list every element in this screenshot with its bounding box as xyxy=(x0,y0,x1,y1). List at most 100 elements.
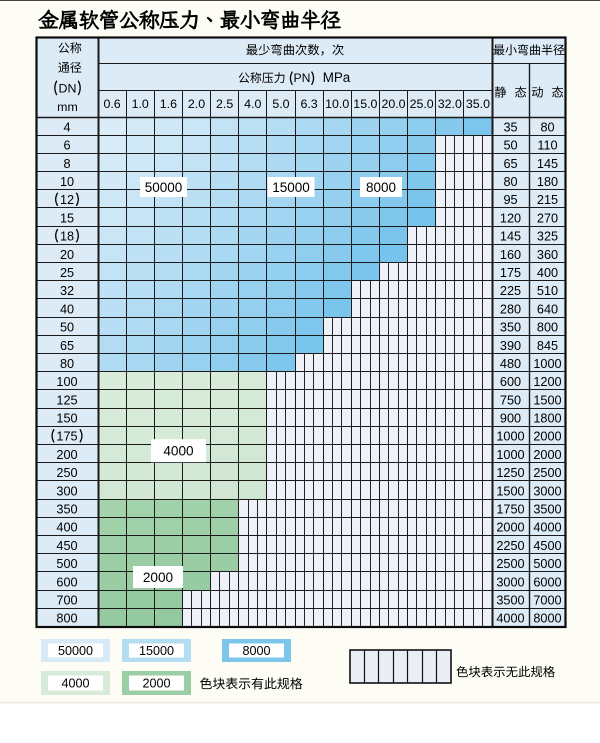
svg-text:1750: 1750 xyxy=(496,503,524,517)
svg-text:20: 20 xyxy=(60,248,74,262)
svg-text:PN: PN xyxy=(294,71,311,85)
svg-text:150: 150 xyxy=(56,412,77,426)
svg-text:510: 510 xyxy=(537,284,558,298)
svg-text:80: 80 xyxy=(60,357,74,371)
svg-text:280: 280 xyxy=(500,302,521,316)
svg-text:8000: 8000 xyxy=(366,180,396,195)
svg-text:480: 480 xyxy=(500,357,521,371)
svg-text:100: 100 xyxy=(56,375,77,389)
svg-text:5000: 5000 xyxy=(533,557,561,571)
svg-text:2500: 2500 xyxy=(496,557,524,571)
svg-text:225: 225 xyxy=(500,284,521,298)
svg-text:95: 95 xyxy=(503,193,517,207)
svg-text:390: 390 xyxy=(500,339,521,353)
svg-text:1200: 1200 xyxy=(533,375,561,389)
svg-text:175: 175 xyxy=(56,430,77,444)
svg-text:8: 8 xyxy=(63,157,70,171)
svg-text:1000: 1000 xyxy=(496,430,524,444)
svg-text:15000: 15000 xyxy=(272,180,310,195)
svg-text:450: 450 xyxy=(56,539,77,553)
svg-text:800: 800 xyxy=(56,612,77,626)
svg-text:4: 4 xyxy=(63,120,70,134)
svg-text:mm: mm xyxy=(57,100,78,114)
svg-text:300: 300 xyxy=(56,484,77,498)
svg-text:5.0: 5.0 xyxy=(272,97,289,111)
svg-text:8000: 8000 xyxy=(242,644,270,658)
svg-text:3000: 3000 xyxy=(533,484,561,498)
svg-text:350: 350 xyxy=(500,321,521,335)
svg-text:15.0: 15.0 xyxy=(353,97,377,111)
svg-text:7000: 7000 xyxy=(533,594,561,608)
svg-text:1250: 1250 xyxy=(496,466,524,480)
svg-text:400: 400 xyxy=(56,521,77,535)
svg-text:50: 50 xyxy=(503,139,517,153)
svg-text:4.0: 4.0 xyxy=(244,97,261,111)
svg-text:125: 125 xyxy=(56,393,77,407)
svg-text:1800: 1800 xyxy=(533,412,561,426)
svg-text:2500: 2500 xyxy=(533,466,561,480)
svg-text:640: 640 xyxy=(537,302,558,316)
svg-text:1.0: 1.0 xyxy=(132,97,149,111)
svg-text:270: 270 xyxy=(537,211,558,225)
svg-text:325: 325 xyxy=(537,230,558,244)
svg-text:200: 200 xyxy=(56,448,77,462)
svg-text:1000: 1000 xyxy=(496,448,524,462)
svg-text:360: 360 xyxy=(537,248,558,262)
svg-text:6.3: 6.3 xyxy=(300,97,317,111)
svg-text:1500: 1500 xyxy=(496,484,524,498)
svg-text:400: 400 xyxy=(537,266,558,280)
svg-text:25.0: 25.0 xyxy=(410,97,434,111)
svg-text:35.0: 35.0 xyxy=(466,97,490,111)
svg-text:145: 145 xyxy=(500,230,521,244)
svg-text:65: 65 xyxy=(503,157,517,171)
svg-text:180: 180 xyxy=(537,175,558,189)
svg-text:35: 35 xyxy=(503,120,517,134)
svg-text:32.0: 32.0 xyxy=(438,97,462,111)
svg-text:4500: 4500 xyxy=(533,539,561,553)
svg-text:4000: 4000 xyxy=(533,521,561,535)
svg-text:50: 50 xyxy=(60,321,74,335)
svg-text:8000: 8000 xyxy=(533,612,561,626)
svg-text:50000: 50000 xyxy=(58,644,93,658)
svg-text:500: 500 xyxy=(56,557,77,571)
svg-text:600: 600 xyxy=(500,375,521,389)
svg-text:4000: 4000 xyxy=(163,444,194,459)
svg-text:175: 175 xyxy=(500,266,521,280)
svg-text:350: 350 xyxy=(56,503,77,517)
svg-text:145: 145 xyxy=(537,157,558,171)
svg-text:2000: 2000 xyxy=(496,521,524,535)
svg-text:2000: 2000 xyxy=(143,570,174,585)
svg-text:0.6: 0.6 xyxy=(103,97,120,111)
svg-text:6: 6 xyxy=(63,139,70,153)
svg-text:80: 80 xyxy=(503,175,517,189)
svg-text:1500: 1500 xyxy=(533,393,561,407)
svg-text:12: 12 xyxy=(60,193,74,207)
svg-text:6000: 6000 xyxy=(533,575,561,589)
svg-text:600: 600 xyxy=(56,575,77,589)
svg-text:1000: 1000 xyxy=(533,357,561,371)
svg-text:MPa: MPa xyxy=(323,70,351,85)
svg-text:120: 120 xyxy=(500,211,521,225)
svg-text:10.0: 10.0 xyxy=(325,97,349,111)
svg-text:4000: 4000 xyxy=(496,612,524,626)
svg-text:2000: 2000 xyxy=(533,448,561,462)
svg-text:32: 32 xyxy=(60,284,74,298)
svg-text:4000: 4000 xyxy=(61,677,89,691)
svg-text:DN: DN xyxy=(59,81,77,95)
svg-text:40: 40 xyxy=(60,302,74,316)
svg-text:1.6: 1.6 xyxy=(160,97,177,111)
svg-text:900: 900 xyxy=(500,412,521,426)
svg-text:10: 10 xyxy=(60,175,74,189)
svg-text:215: 215 xyxy=(537,193,558,207)
svg-text:800: 800 xyxy=(537,321,558,335)
svg-text:110: 110 xyxy=(537,139,557,153)
svg-text:80: 80 xyxy=(540,120,554,134)
svg-text:845: 845 xyxy=(537,339,558,353)
svg-text:2000: 2000 xyxy=(142,677,170,691)
svg-text:15: 15 xyxy=(60,211,74,225)
svg-text:3000: 3000 xyxy=(496,575,524,589)
svg-text:2000: 2000 xyxy=(533,430,561,444)
svg-text:18: 18 xyxy=(60,230,74,244)
svg-text:750: 750 xyxy=(500,393,521,407)
svg-text:250: 250 xyxy=(56,466,77,480)
